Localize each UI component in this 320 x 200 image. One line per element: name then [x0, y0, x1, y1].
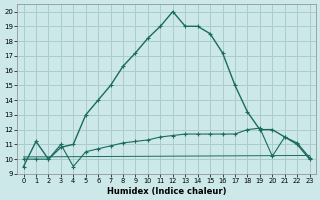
X-axis label: Humidex (Indice chaleur): Humidex (Indice chaleur): [107, 187, 226, 196]
